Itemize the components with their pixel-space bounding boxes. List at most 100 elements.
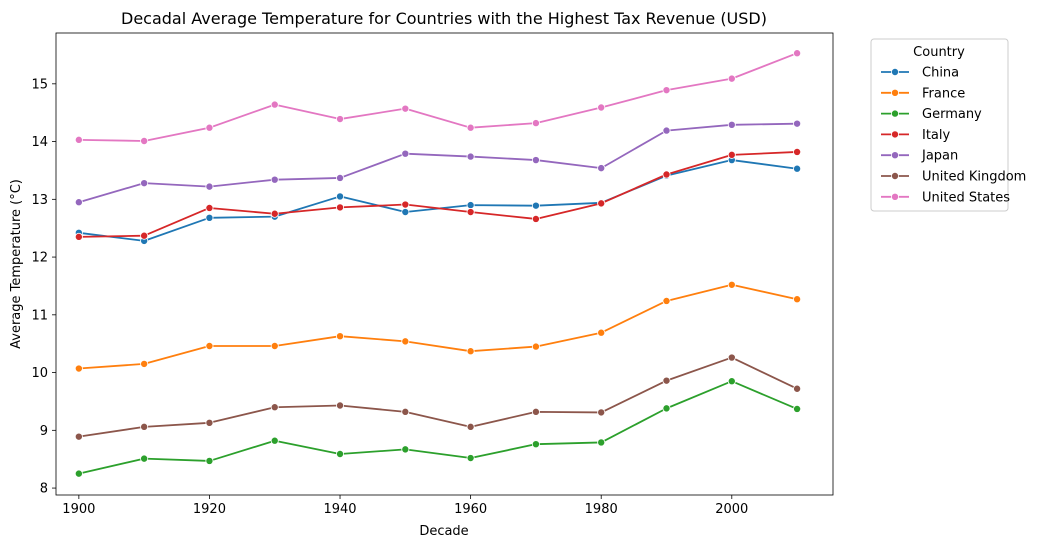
data-point bbox=[597, 408, 606, 417]
legend-label: Germany bbox=[922, 107, 982, 122]
data-point bbox=[336, 115, 345, 124]
series-china bbox=[74, 156, 802, 245]
data-point bbox=[466, 123, 475, 132]
legend-label: United States bbox=[922, 190, 1010, 205]
legend-swatch-marker bbox=[891, 192, 900, 201]
series-line-germany bbox=[78, 380, 798, 475]
data-point bbox=[662, 296, 671, 305]
y-tick-label: 11 bbox=[31, 308, 48, 323]
data-point bbox=[466, 152, 475, 161]
data-point bbox=[466, 347, 475, 356]
data-point bbox=[531, 201, 540, 210]
data-point bbox=[793, 147, 802, 156]
y-tick-label: 10 bbox=[31, 366, 48, 381]
data-point bbox=[140, 422, 149, 431]
data-point bbox=[597, 199, 606, 208]
data-point bbox=[531, 440, 540, 449]
data-point bbox=[401, 208, 410, 217]
y-tick-label: 13 bbox=[31, 193, 48, 208]
data-point bbox=[662, 170, 671, 179]
series-line-japan bbox=[78, 122, 798, 204]
legend-title: Country bbox=[913, 45, 965, 60]
data-point bbox=[336, 192, 345, 201]
y-tick-label: 12 bbox=[31, 251, 48, 266]
data-point bbox=[531, 407, 540, 416]
data-point bbox=[597, 164, 606, 173]
legend-label: United Kingdom bbox=[922, 170, 1026, 185]
data-point bbox=[270, 209, 279, 218]
data-point bbox=[205, 213, 214, 222]
legend: Country China France Germany Italy Japan Unit… bbox=[870, 38, 1026, 212]
legend-box bbox=[870, 38, 1009, 212]
x-tick-label: 1980 bbox=[585, 502, 618, 517]
series-japan bbox=[74, 119, 802, 207]
legend-item: China bbox=[881, 66, 959, 81]
data-point bbox=[270, 403, 279, 412]
series-line-united-kingdom bbox=[78, 356, 798, 438]
data-point bbox=[74, 135, 83, 144]
data-point bbox=[270, 100, 279, 109]
legend-label: France bbox=[922, 86, 965, 101]
data-point bbox=[531, 119, 540, 128]
legend-label: China bbox=[922, 66, 959, 81]
x-tick-label: 1900 bbox=[62, 502, 95, 517]
data-point bbox=[793, 384, 802, 393]
legend-item: France bbox=[881, 86, 965, 101]
data-point bbox=[793, 164, 802, 173]
x-axis-label: Decade bbox=[419, 524, 468, 539]
data-point bbox=[140, 359, 149, 368]
series-line-united-states bbox=[78, 52, 798, 142]
data-point bbox=[205, 203, 214, 212]
series-germany bbox=[74, 377, 802, 478]
legend-item: United Kingdom bbox=[881, 170, 1026, 185]
data-point bbox=[466, 454, 475, 463]
x-tick-label: 1920 bbox=[193, 502, 226, 517]
plot-area bbox=[74, 49, 802, 478]
y-tick-label: 9 bbox=[40, 424, 48, 439]
data-point bbox=[662, 376, 671, 385]
x-tick-label: 2000 bbox=[715, 502, 748, 517]
series-france bbox=[74, 280, 802, 373]
data-point bbox=[727, 377, 736, 386]
plot-frame bbox=[55, 32, 834, 496]
legend-items: China France Germany Italy Japan United Kingd… bbox=[881, 66, 1026, 205]
data-point bbox=[401, 200, 410, 209]
data-point bbox=[74, 198, 83, 207]
data-point bbox=[140, 454, 149, 463]
data-point bbox=[140, 136, 149, 145]
data-point bbox=[793, 404, 802, 413]
data-point bbox=[74, 469, 83, 478]
x-tick-label: 1940 bbox=[323, 502, 356, 517]
data-point bbox=[531, 342, 540, 351]
legend-swatch-marker bbox=[891, 130, 900, 139]
data-point bbox=[401, 104, 410, 113]
data-point bbox=[401, 149, 410, 158]
legend-label: Italy bbox=[922, 128, 951, 143]
data-point bbox=[205, 456, 214, 465]
y-tick-label: 8 bbox=[40, 482, 48, 497]
chart-title: Decadal Average Temperature for Countrie… bbox=[121, 9, 767, 28]
series-line-italy bbox=[78, 151, 798, 238]
data-point bbox=[205, 342, 214, 351]
data-point bbox=[793, 49, 802, 58]
series-line-china bbox=[78, 159, 798, 242]
data-point bbox=[74, 432, 83, 441]
data-point bbox=[270, 175, 279, 184]
legend-item: Japan bbox=[881, 149, 958, 164]
data-point bbox=[140, 231, 149, 240]
data-point bbox=[662, 86, 671, 95]
data-point bbox=[727, 150, 736, 159]
legend-swatch-marker bbox=[891, 151, 900, 160]
data-point bbox=[270, 342, 279, 351]
data-point bbox=[205, 182, 214, 191]
series-united-kingdom bbox=[74, 353, 802, 441]
data-point bbox=[205, 123, 214, 132]
data-point bbox=[531, 214, 540, 223]
data-point bbox=[205, 418, 214, 427]
y-axis: 8 9 10 11 12 13 14 15 bbox=[31, 77, 56, 497]
data-point bbox=[597, 438, 606, 447]
data-point bbox=[336, 401, 345, 410]
data-point bbox=[336, 203, 345, 212]
legend-item: United States bbox=[881, 190, 1010, 205]
